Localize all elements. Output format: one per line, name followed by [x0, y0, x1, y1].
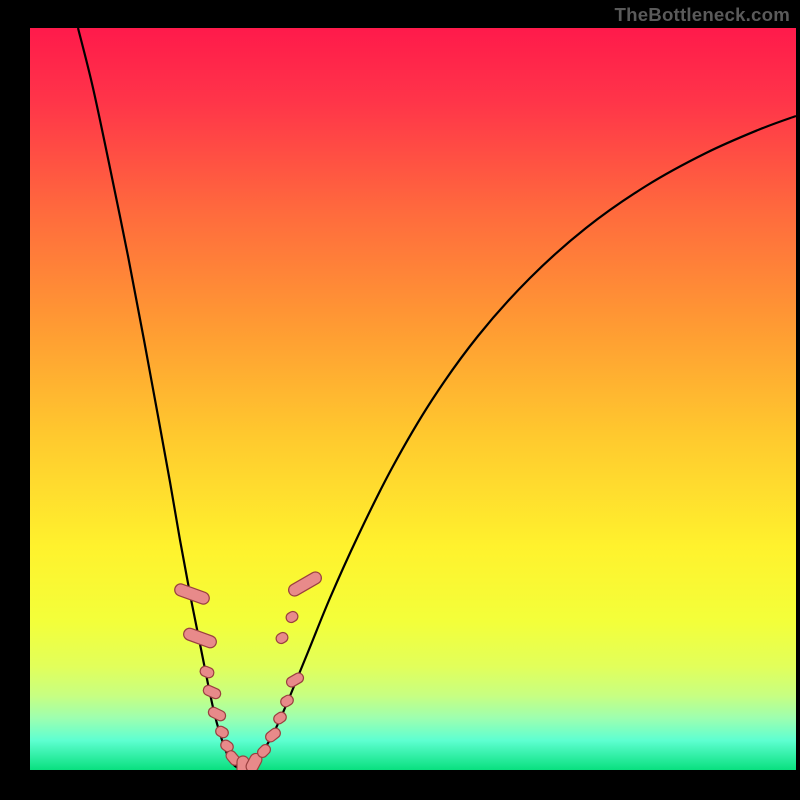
curve-right-branch — [244, 116, 796, 770]
data-marker — [207, 706, 228, 723]
watermark-text: TheBottleneck.com — [615, 4, 791, 26]
data-marker — [214, 724, 230, 739]
data-marker — [272, 710, 288, 726]
data-marker — [199, 665, 216, 680]
bottleneck-curve — [30, 28, 796, 770]
data-marker — [279, 693, 295, 708]
data-marker — [264, 726, 283, 744]
data-marker — [286, 570, 323, 598]
data-marker — [285, 671, 306, 689]
data-marker — [274, 631, 289, 646]
curve-left-branch — [78, 28, 244, 770]
data-marker — [284, 610, 299, 625]
plot-area — [30, 28, 796, 770]
chart-frame: TheBottleneck.com — [0, 0, 800, 800]
data-marker — [202, 684, 223, 700]
